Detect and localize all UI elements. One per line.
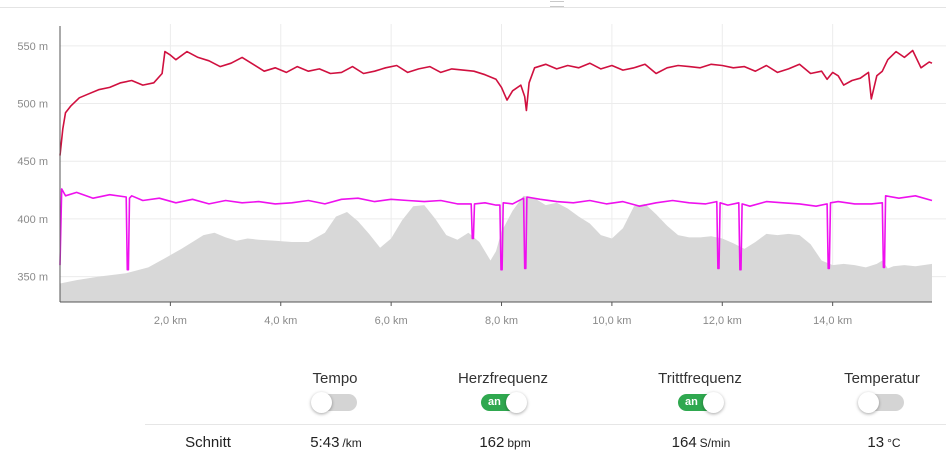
herzfrequenz-line <box>59 188 933 271</box>
herzfrequenz-control: Herzfrequenz an <box>438 370 568 413</box>
toggle-knob <box>311 392 332 413</box>
tempo-unit: /km <box>342 436 362 450</box>
temperatur-control: Temperatur <box>817 370 946 413</box>
x-tick-label: 2,0 km <box>154 315 187 327</box>
summary-row: Schnitt 5:43/km 162 bpm 164 S/min 13 °C <box>0 434 946 458</box>
x-tick-label: 4,0 km <box>264 315 297 327</box>
x-tick-label: 10,0 km <box>592 315 631 327</box>
y-tick-label: 350 m <box>17 272 48 284</box>
toggle-on-text: an <box>488 396 501 408</box>
cadence-value: 164 <box>671 434 697 451</box>
y-tick-label: 550 m <box>17 41 48 53</box>
temperatur-toggle[interactable] <box>858 392 904 413</box>
x-tick-label: 14,0 km <box>813 315 852 327</box>
temperature-unit: °C <box>887 436 901 450</box>
tempo-control: Tempo <box>270 370 400 413</box>
chart-series <box>59 49 933 302</box>
toggle-on-text: an <box>685 396 698 408</box>
cadence-unit: S/min <box>699 436 731 450</box>
heart-rate-average: 162 bpm <box>435 434 575 451</box>
trittfrequenz-control: Trittfrequenz an <box>635 370 765 413</box>
trittfrequenz-toggle[interactable]: an <box>678 392 724 413</box>
tempo-value: 5:43 <box>310 434 340 451</box>
chart-axes <box>59 26 932 306</box>
temperature-value: 13 <box>867 434 885 451</box>
y-axis-labels: 550 m 500 m 450 m 400 m 350 m <box>17 41 48 284</box>
tempo-toggle[interactable] <box>311 392 357 413</box>
trittfrequenz-label: Trittfrequenz <box>658 370 742 387</box>
elevation-area <box>60 195 932 302</box>
toggle-knob <box>506 392 527 413</box>
toggle-knob <box>703 392 724 413</box>
metric-toggles: Tempo Herzfrequenz an Trittfrequenz an T… <box>0 370 946 420</box>
drag-handle-icon[interactable] <box>550 1 564 7</box>
x-tick-label: 8,0 km <box>485 315 518 327</box>
summary-label: Schnitt <box>185 434 231 451</box>
toggle-knob <box>858 392 879 413</box>
temperatur-label: Temperatur <box>844 370 920 387</box>
heart-rate-unit: bpm <box>507 436 531 450</box>
y-tick-label: 400 m <box>17 214 48 226</box>
tempo-label: Tempo <box>312 370 358 387</box>
x-tick-label: 12,0 km <box>703 315 742 327</box>
herzfrequenz-label: Herzfrequenz <box>457 370 549 387</box>
series-2-line <box>59 49 933 156</box>
x-tick-label: 6,0 km <box>375 315 408 327</box>
heart-rate-value: 162 <box>479 434 505 451</box>
temperature-average: 13 °C <box>814 434 946 451</box>
y-tick-label: 500 m <box>17 99 48 111</box>
y-tick-label: 450 m <box>17 156 48 168</box>
tempo-average: 5:43/km <box>266 434 406 451</box>
summary-divider <box>145 424 946 425</box>
top-bar <box>0 0 946 8</box>
herzfrequenz-toggle[interactable]: an <box>481 392 527 413</box>
cadence-average: 164 S/min <box>631 434 771 451</box>
elevation-chart: 550 m 500 m 450 m 400 m 350 m 2,0 km 4,0 km 6,… <box>17 24 946 327</box>
x-axis-labels: 2,0 km 4,0 km 6,0 km 8,0 km 10,0 km 12,0 km 14… <box>154 315 852 327</box>
